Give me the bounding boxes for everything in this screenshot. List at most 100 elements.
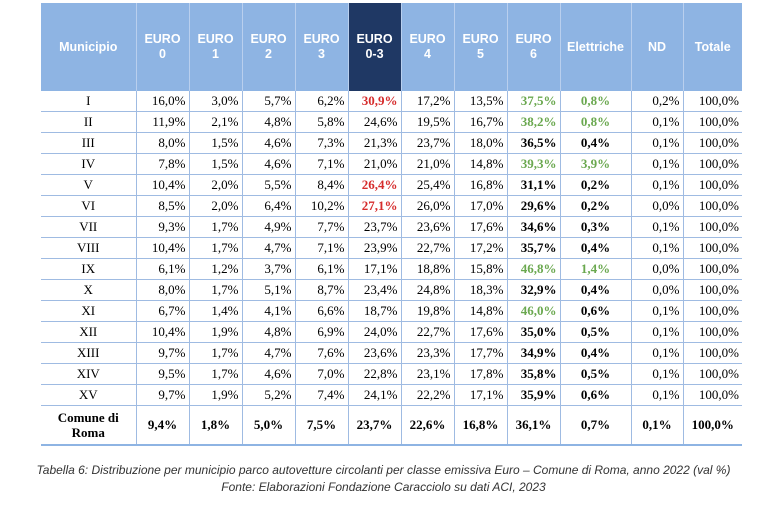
euro6-cell: 38,2%: [507, 111, 561, 133]
euro0-3-cell: 24,1%: [348, 384, 402, 406]
euro2-cell: 4,6%: [242, 363, 296, 385]
municipio-cell: XV: [41, 384, 137, 406]
municipio-cell: IX: [41, 258, 137, 280]
table-row: X 8,0% 1,7% 5,1% 8,7% 23,4% 24,8% 18,3% …: [41, 279, 742, 301]
nd-cell: 0,1%: [631, 111, 684, 133]
table-row: V 10,4% 2,0% 5,5% 8,4% 26,4% 25,4% 16,8%…: [41, 174, 742, 196]
nd-cell: 0,1%: [631, 153, 684, 175]
nd-cell: 0,1%: [631, 321, 684, 343]
elettriche-cell: 0,8%: [560, 111, 632, 133]
euro4-cell: 17,2%: [401, 91, 455, 112]
table-row: III 8,0% 1,5% 4,6% 7,3% 21,3% 23,7% 18,0…: [41, 132, 742, 154]
euro5-total-cell: 16,8%: [454, 405, 508, 446]
euro4-cell: 23,1%: [401, 363, 455, 385]
euro3-cell: 7,1%: [295, 237, 349, 259]
euro1-cell: 1,2%: [189, 258, 243, 280]
euro2-total-cell: 5,0%: [242, 405, 296, 446]
euro5-cell: 17,2%: [454, 237, 508, 259]
euro0-3-cell: 17,1%: [348, 258, 402, 280]
header-euro0: EURO 0: [136, 3, 190, 91]
table-row: VII 9,3% 1,7% 4,9% 7,7% 23,7% 23,6% 17,6…: [41, 216, 742, 238]
totale-cell: 100,0%: [683, 132, 742, 154]
euro6-cell: 29,6%: [507, 195, 561, 217]
euro0-cell: 8,5%: [136, 195, 190, 217]
totale-cell: 100,0%: [683, 321, 742, 343]
table-row: IV 7,8% 1,5% 4,6% 7,1% 21,0% 21,0% 14,8%…: [41, 153, 742, 175]
elettriche-cell: 0,4%: [560, 342, 632, 364]
euro0-3-total-cell: 23,7%: [348, 405, 402, 446]
euro0-cell: 9,7%: [136, 342, 190, 364]
euro5-cell: 17,6%: [454, 321, 508, 343]
euro0-3-cell: 26,4%: [348, 174, 402, 196]
euro4-cell: 22,7%: [401, 237, 455, 259]
euro0-3-cell: 22,8%: [348, 363, 402, 385]
table-source: Fonte: Elaborazioni Fondazione Caracciol…: [221, 480, 546, 494]
euro0-total-cell: 9,4%: [136, 405, 190, 446]
totale-cell: 100,0%: [683, 216, 742, 238]
nd-cell: 0,1%: [631, 174, 684, 196]
euro2-cell: 5,1%: [242, 279, 296, 301]
nd-cell: 0,0%: [631, 258, 684, 280]
euro3-cell: 8,7%: [295, 279, 349, 301]
euro5-cell: 17,7%: [454, 342, 508, 364]
elettriche-cell: 0,4%: [560, 279, 632, 301]
elettriche-cell: 0,4%: [560, 132, 632, 154]
table-caption: Tabella 6: Distribuzione per municipio p…: [36, 463, 731, 477]
euro0-3-cell: 30,9%: [348, 91, 402, 112]
euro2-cell: 4,8%: [242, 111, 296, 133]
table-row: IX 6,1% 1,2% 3,7% 6,1% 17,1% 18,8% 15,8%…: [41, 258, 742, 280]
euro2-cell: 4,8%: [242, 321, 296, 343]
table-body: I 16,0% 3,0% 5,7% 6,2% 30,9% 17,2% 13,5%…: [41, 91, 742, 446]
euro3-cell: 10,2%: [295, 195, 349, 217]
euro0-cell: 6,7%: [136, 300, 190, 322]
euro0-3-cell: 18,7%: [348, 300, 402, 322]
euro2-cell: 3,7%: [242, 258, 296, 280]
euro0-3-cell: 23,7%: [348, 216, 402, 238]
euro1-cell: 1,9%: [189, 321, 243, 343]
municipio-cell: VI: [41, 195, 137, 217]
euro0-3-cell: 21,0%: [348, 153, 402, 175]
euro3-cell: 7,1%: [295, 153, 349, 175]
euro2-cell: 4,6%: [242, 153, 296, 175]
header-municipio: Municipio: [41, 3, 137, 91]
table-row: XI 6,7% 1,4% 4,1% 6,6% 18,7% 19,8% 14,8%…: [41, 300, 742, 322]
euro5-cell: 17,0%: [454, 195, 508, 217]
euro4-cell: 18,8%: [401, 258, 455, 280]
euro5-cell: 14,8%: [454, 153, 508, 175]
totale-cell: 100,0%: [683, 342, 742, 364]
euro4-cell: 26,0%: [401, 195, 455, 217]
euro3-cell: 7,0%: [295, 363, 349, 385]
euro4-cell: 21,0%: [401, 153, 455, 175]
euro2-cell: 5,5%: [242, 174, 296, 196]
euro0-cell: 10,4%: [136, 321, 190, 343]
euro0-cell: 9,7%: [136, 384, 190, 406]
header-totale: Totale: [683, 3, 742, 91]
header-elettriche: Elettriche: [560, 3, 632, 91]
table-row: XV 9,7% 1,9% 5,2% 7,4% 24,1% 22,2% 17,1%…: [41, 384, 742, 406]
nd-cell: 0,2%: [631, 91, 684, 112]
euro5-cell: 16,7%: [454, 111, 508, 133]
elettriche-cell: 0,6%: [560, 384, 632, 406]
nd-cell: 0,0%: [631, 195, 684, 217]
euro0-cell: 16,0%: [136, 91, 190, 112]
euro3-cell: 7,6%: [295, 342, 349, 364]
euro4-cell: 24,8%: [401, 279, 455, 301]
euro1-cell: 3,0%: [189, 91, 243, 112]
header-row: Municipio EURO 0 EURO 1 EURO 2 EURO 3 EURO 0-…: [41, 3, 742, 91]
euro3-cell: 5,8%: [295, 111, 349, 133]
euro6-cell: 35,7%: [507, 237, 561, 259]
euro2-cell: 5,2%: [242, 384, 296, 406]
euro5-cell: 17,8%: [454, 363, 508, 385]
euro0-cell: 10,4%: [136, 174, 190, 196]
totale-cell: 100,0%: [683, 111, 742, 133]
table-container: Municipio EURO 0 EURO 1 EURO 2 EURO 3 EURO 0-…: [41, 3, 742, 446]
euro0-cell: 7,8%: [136, 153, 190, 175]
table-row: I 16,0% 3,0% 5,7% 6,2% 30,9% 17,2% 13,5%…: [41, 91, 742, 112]
euro1-cell: 1,5%: [189, 132, 243, 154]
header-euro5: EURO 5: [454, 3, 508, 91]
municipio-cell: VII: [41, 216, 137, 238]
nd-total-cell: 0,1%: [631, 405, 684, 446]
elettriche-cell: 0,2%: [560, 195, 632, 217]
municipio-cell: V: [41, 174, 137, 196]
elettriche-cell: 0,5%: [560, 321, 632, 343]
